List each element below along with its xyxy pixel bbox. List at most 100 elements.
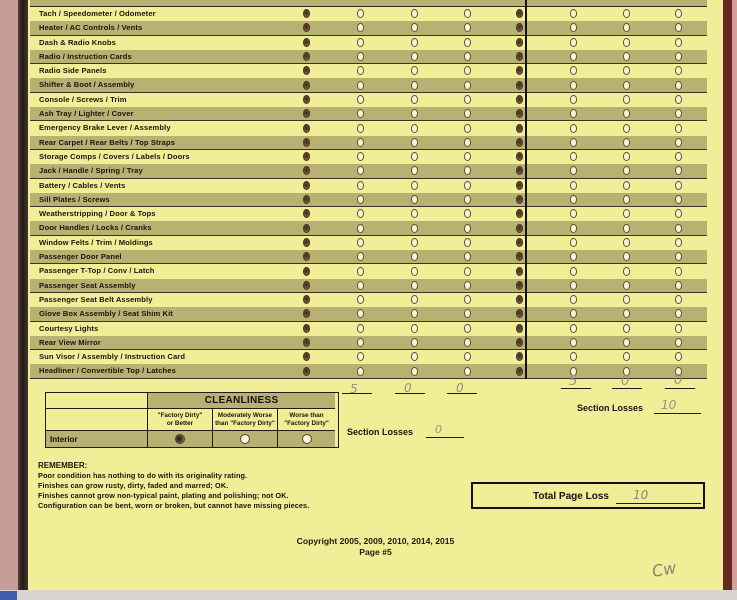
- row-label: Dash & Radio Knobs: [39, 37, 116, 47]
- bubble-marked: [302, 180, 310, 190]
- table-row: Radio / Instruction Cards: [30, 49, 707, 65]
- bubble: [569, 352, 577, 362]
- scan-background-left: [0, 0, 20, 591]
- bubble: [674, 166, 682, 176]
- bubble-marked: [302, 9, 310, 19]
- bubble: [410, 309, 418, 319]
- copyright-line: Copyright 2005, 2009, 2010, 2014, 2015: [296, 536, 455, 546]
- bubble: [463, 109, 471, 119]
- row-label: Tach / Speedometer / Odometer: [39, 9, 156, 18]
- bubble: [356, 52, 364, 62]
- bubble: [674, 323, 682, 333]
- bubble: [674, 338, 682, 348]
- bubble: [463, 266, 471, 276]
- bubble-marked: [302, 266, 310, 276]
- bubble: [622, 237, 630, 247]
- scan-background-bottom: [0, 590, 737, 600]
- bubble: [410, 366, 418, 376]
- row-label: Rear Carpet / Rear Belts / Top Straps: [39, 137, 176, 147]
- row-label: Storage Comps / Covers / Labels / Doors: [39, 151, 190, 161]
- bubble: [674, 252, 682, 262]
- table-row: Dash & Radio Knobs: [30, 36, 707, 50]
- table-row: Tach / Speedometer / Odometer: [30, 7, 707, 21]
- row-label: Weatherstripping / Door & Tops: [39, 209, 156, 219]
- bubble: [569, 309, 577, 319]
- bubble: [569, 223, 577, 233]
- bubble-marked: [175, 434, 185, 444]
- page-right-edge-shadow: [723, 0, 732, 591]
- bubble: [410, 338, 418, 348]
- bubble: [674, 366, 682, 376]
- table-row: Radio Side Panels: [30, 64, 707, 78]
- bubble: [356, 109, 364, 119]
- table-row: Sun Visor / Assembly / Instruction Card: [30, 350, 707, 364]
- bubble: [356, 252, 364, 262]
- bubble: [410, 66, 418, 76]
- table-row: Courtesy Lights: [30, 322, 707, 336]
- bubble: [463, 166, 471, 176]
- bubble: [463, 223, 471, 233]
- row-label: Sun Visor / Assembly / Instruction Card: [39, 352, 186, 362]
- table-row: Rear View Mirror: [30, 335, 707, 351]
- column-group-divider: [525, 0, 527, 379]
- bubble: [569, 80, 577, 90]
- bubble: [356, 366, 364, 376]
- bubble: [463, 309, 471, 319]
- subtotal-blank: [561, 388, 591, 389]
- handwritten-section-losses-left: 0: [435, 423, 442, 436]
- bubble: [356, 180, 364, 190]
- table-row: Shifter & Boot / Assembly: [30, 78, 707, 93]
- cleanliness-row-label: Interior: [46, 431, 147, 447]
- bubble-marked: [302, 252, 310, 262]
- table-row: Console / Screws / Trim: [30, 93, 707, 107]
- bubble: [410, 280, 418, 290]
- bubble: [410, 352, 418, 362]
- cleanliness-title: CLEANLINESS: [147, 393, 335, 409]
- bubble: [410, 166, 418, 176]
- bubble: [463, 94, 471, 104]
- bubble-marked: [515, 266, 523, 276]
- bubble: [463, 137, 471, 147]
- bubble: [674, 94, 682, 104]
- bubble: [622, 109, 630, 119]
- cleanliness-cell: [277, 431, 335, 447]
- bubble: [410, 152, 418, 162]
- subtotal-blank: [447, 393, 477, 394]
- bubble-marked: [302, 166, 310, 176]
- bubble: [410, 223, 418, 233]
- bubble-marked: [515, 23, 523, 33]
- bubble: [569, 152, 577, 162]
- bubble-marked: [302, 94, 310, 104]
- table-row: Jack / Handle / Spring / Tray: [30, 164, 707, 179]
- bubble: [622, 166, 630, 176]
- bubble: [674, 137, 682, 147]
- total-page-loss-label: Total Page Loss: [533, 491, 609, 502]
- cleanliness-empty-cell: [46, 409, 147, 431]
- bubble-marked: [515, 237, 523, 247]
- subtotal-blank: [342, 393, 372, 394]
- bubble: [301, 434, 312, 444]
- bubble: [463, 209, 471, 219]
- bubble: [622, 66, 630, 76]
- row-label: Passenger Seat Assembly: [39, 280, 136, 290]
- bubble: [674, 152, 682, 162]
- remember-line: Finishes can grow rusty, dirty, faded an…: [38, 481, 229, 490]
- table-row: Sill Plates / Screws: [30, 192, 707, 208]
- bubble: [569, 237, 577, 247]
- bubble: [569, 280, 577, 290]
- row-label: Courtesy Lights: [39, 323, 99, 333]
- bubble: [463, 195, 471, 205]
- bubble: [569, 295, 577, 305]
- table-row: Passenger Seat Belt Assembly: [30, 293, 707, 307]
- bubble-marked: [302, 109, 310, 119]
- bubble: [569, 366, 577, 376]
- row-label: Passenger T-Top / Conv / Latch: [39, 266, 155, 276]
- bubble: [569, 37, 577, 47]
- subtotal-blank: [395, 393, 425, 394]
- bubble: [622, 266, 630, 276]
- bubble: [622, 152, 630, 162]
- bubble-marked: [302, 366, 310, 376]
- bubble: [356, 209, 364, 219]
- bubble: [240, 434, 250, 444]
